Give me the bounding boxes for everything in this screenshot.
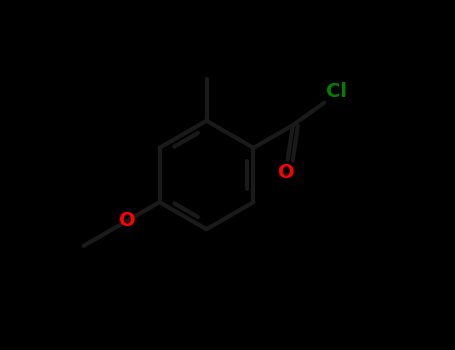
Text: O: O bbox=[119, 211, 136, 230]
Text: Cl: Cl bbox=[326, 82, 347, 101]
Text: O: O bbox=[278, 163, 294, 182]
